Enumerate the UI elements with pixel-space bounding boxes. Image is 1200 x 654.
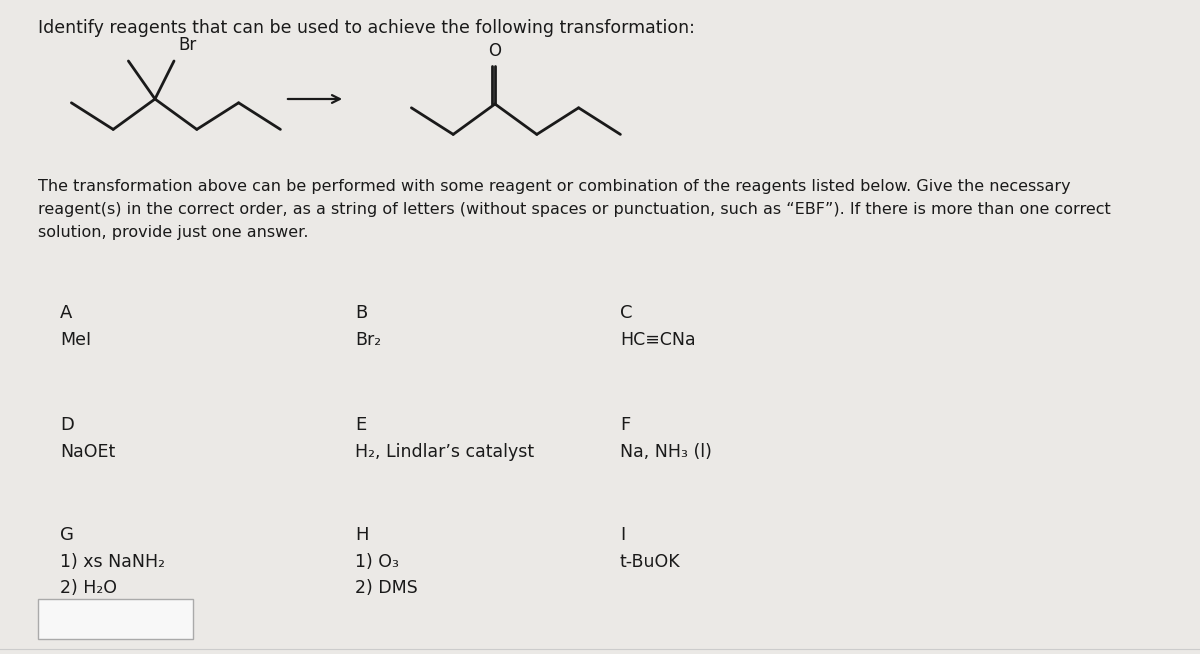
Text: 1) xs NaNH₂
2) H₂O: 1) xs NaNH₂ 2) H₂O (60, 553, 166, 596)
Text: NaOEt: NaOEt (60, 443, 115, 461)
Text: 1) O₃
2) DMS: 1) O₃ 2) DMS (355, 553, 418, 596)
Text: Identify reagents that can be used to achieve the following transformation:: Identify reagents that can be used to ac… (38, 19, 695, 37)
Text: D: D (60, 416, 74, 434)
Text: I: I (620, 526, 625, 544)
Text: HC≡CNa: HC≡CNa (620, 331, 696, 349)
Text: Na, NH₃ (l): Na, NH₃ (l) (620, 443, 712, 461)
Text: B: B (355, 304, 367, 322)
Text: The transformation above can be performed with some reagent or combination of th: The transformation above can be performe… (38, 179, 1111, 239)
Text: A: A (60, 304, 72, 322)
Text: Br₂: Br₂ (355, 331, 382, 349)
Text: Br: Br (178, 36, 197, 54)
Text: H₂, Lindlar’s catalyst: H₂, Lindlar’s catalyst (355, 443, 534, 461)
Text: C: C (620, 304, 632, 322)
Text: F: F (620, 416, 630, 434)
Text: t-BuOK: t-BuOK (620, 553, 680, 571)
FancyBboxPatch shape (38, 599, 193, 639)
Text: H: H (355, 526, 368, 544)
Text: MeI: MeI (60, 331, 91, 349)
Text: O: O (488, 42, 502, 60)
Text: G: G (60, 526, 74, 544)
Text: E: E (355, 416, 366, 434)
